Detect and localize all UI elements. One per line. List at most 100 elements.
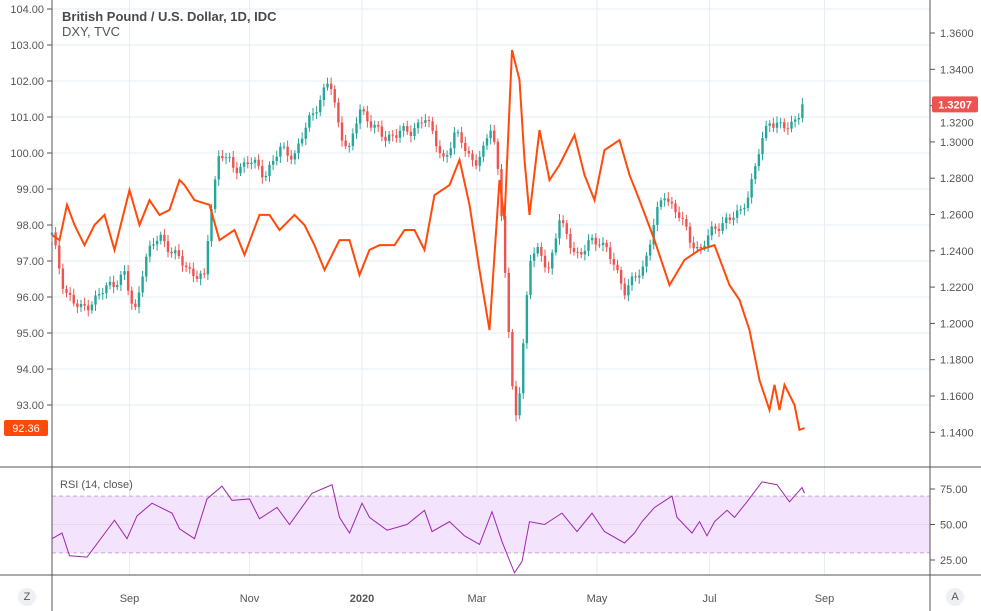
candle-body <box>576 251 579 253</box>
candle-body <box>170 251 173 254</box>
candle-body <box>536 246 539 254</box>
candle-body <box>670 201 674 204</box>
candle-body <box>97 294 101 296</box>
legend-subtitle: DXY, TVC <box>62 24 121 39</box>
rsi-axis-label: 25.00 <box>940 555 968 567</box>
candle-body <box>199 273 202 279</box>
candle-body <box>413 128 416 136</box>
candle-body <box>275 156 278 161</box>
candle-body <box>206 241 210 275</box>
candle-body <box>601 242 605 245</box>
x-tick-label: Jul <box>702 593 716 605</box>
candle-body <box>460 132 463 143</box>
candle-body <box>65 288 68 293</box>
candle-body <box>772 123 775 128</box>
candle-body <box>692 242 695 249</box>
candle-body <box>605 242 608 248</box>
candle-body <box>688 226 692 243</box>
candle-body <box>427 120 431 122</box>
x-tick-label: 2020 <box>350 593 374 605</box>
candle-body <box>377 124 380 127</box>
candle-body <box>558 220 561 239</box>
candle-body <box>507 272 510 332</box>
gbpusd-price-label: 1.3207 <box>938 99 972 111</box>
candle-body <box>369 121 373 128</box>
candle-body <box>717 228 721 231</box>
candle-body <box>261 165 264 178</box>
zoom-button[interactable]: Z <box>18 588 36 606</box>
candle-body <box>351 133 355 146</box>
left-axis-label: 93.00 <box>16 400 44 412</box>
candle-body <box>630 276 634 286</box>
candle-body <box>358 109 362 124</box>
candle-body <box>155 240 159 245</box>
candle-body <box>732 217 735 220</box>
candle-body <box>540 246 543 256</box>
candle-body <box>409 131 413 136</box>
candle-body <box>101 293 104 295</box>
right-axis-label: 1.1800 <box>940 355 974 367</box>
left-axis-label: 97.00 <box>16 256 44 268</box>
candle-body <box>148 245 152 257</box>
candle-body <box>467 151 471 154</box>
candle-body <box>634 276 637 278</box>
candle-body <box>297 143 300 154</box>
candle-body <box>565 223 568 234</box>
candle-body <box>532 253 536 261</box>
left-axis-label: 98.00 <box>16 220 44 232</box>
candle-body <box>119 274 123 285</box>
candle-body <box>754 166 757 180</box>
candle-body <box>68 292 72 295</box>
candle-body <box>192 268 195 277</box>
auto-scale-button[interactable]: A <box>946 588 964 606</box>
candle-body <box>286 146 289 156</box>
candle-body <box>213 179 217 210</box>
candle-body <box>703 245 706 248</box>
candle-body <box>503 216 507 273</box>
candle-body <box>551 252 554 269</box>
candle-body <box>159 234 162 241</box>
candle-body <box>522 343 525 394</box>
candle-body <box>105 285 108 294</box>
candle-body <box>166 241 170 252</box>
candle-body <box>340 122 344 141</box>
x-tick-label: Mar <box>468 593 487 605</box>
candle-body <box>645 255 648 267</box>
candle-body <box>431 121 434 131</box>
candle-body <box>333 89 336 103</box>
candle-body <box>746 197 750 209</box>
candle-body <box>474 160 478 166</box>
x-tick-label: May <box>587 593 608 605</box>
candle-body <box>797 117 800 120</box>
candle-body <box>663 198 666 201</box>
candle-body <box>337 102 340 123</box>
candle-body <box>293 153 297 160</box>
candle-body <box>94 295 97 305</box>
rsi-legend: RSI (14, close) <box>60 479 133 491</box>
candle-body <box>174 250 177 254</box>
right-axis-label: 1.2400 <box>940 246 974 258</box>
candle-body <box>485 138 489 146</box>
candle-body <box>268 164 271 176</box>
dxy-price-badge <box>4 420 48 437</box>
candle-body <box>116 285 119 287</box>
left-axis-label: 102.00 <box>10 76 44 88</box>
candle-body <box>438 146 442 154</box>
candle-body <box>112 281 115 287</box>
candle-body <box>801 104 804 118</box>
candle-body <box>453 132 456 149</box>
candle-body <box>123 271 126 275</box>
left-axis-label: 95.00 <box>16 328 44 340</box>
candle-body <box>257 159 260 166</box>
rsi-axis-label: 75.00 <box>940 484 968 496</box>
candle-body <box>685 219 688 227</box>
candle-body <box>525 295 529 344</box>
candle-body <box>699 246 703 248</box>
candle-body <box>163 234 166 242</box>
candle-body <box>152 244 155 246</box>
right-axis-label: 1.1400 <box>940 427 974 439</box>
legend-title: British Pound / U.S. Dollar, 1D, IDC <box>62 9 277 24</box>
right-axis-label: 1.2800 <box>940 173 974 185</box>
